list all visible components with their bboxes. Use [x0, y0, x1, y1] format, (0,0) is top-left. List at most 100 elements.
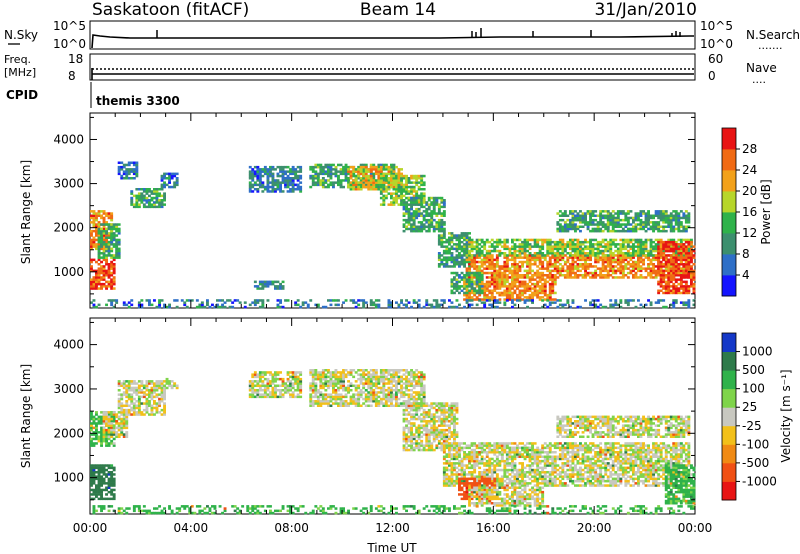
data-cell	[662, 271, 666, 275]
data-cell	[140, 192, 144, 195]
data-cell	[574, 276, 577, 279]
data-cell	[616, 210, 620, 213]
data-cell	[137, 380, 141, 383]
data-cell	[558, 240, 562, 244]
data-cell	[523, 254, 527, 257]
data-cell	[626, 243, 630, 246]
data-cell	[516, 274, 519, 277]
data-cell	[107, 433, 111, 436]
data-cell	[672, 271, 676, 275]
data-cell	[110, 225, 114, 228]
data-cell	[107, 473, 111, 476]
data-cell	[100, 232, 103, 235]
data-cell	[132, 380, 136, 383]
data-cell	[626, 267, 630, 270]
data-cell	[289, 181, 292, 184]
data-cell	[541, 265, 545, 268]
data-cell	[629, 254, 633, 257]
data-cell	[495, 287, 499, 290]
data-cell	[624, 214, 628, 217]
data-cell	[420, 188, 424, 191]
data-cell	[175, 386, 179, 390]
data-cell	[465, 282, 469, 286]
data-cell	[682, 274, 686, 277]
data-cell	[442, 240, 446, 244]
data-cell	[107, 497, 111, 501]
data-cell	[442, 301, 446, 304]
data-cell	[485, 238, 489, 242]
data-cell	[659, 280, 663, 284]
data-cell	[498, 238, 502, 242]
data-cell	[395, 301, 398, 304]
data-cell	[362, 301, 366, 304]
data-cell	[97, 236, 101, 239]
data-cell	[372, 168, 376, 171]
data-cell	[654, 256, 658, 259]
data-cell	[170, 386, 174, 390]
data-cell	[327, 299, 330, 302]
data-cell	[538, 278, 542, 281]
data-cell	[581, 218, 585, 222]
data-cell	[100, 488, 103, 492]
data-cell	[642, 305, 645, 309]
data-cell	[483, 282, 487, 286]
data-cell	[417, 174, 421, 178]
data-cell	[105, 236, 108, 239]
data-cell	[100, 466, 103, 470]
data-cell	[538, 238, 542, 242]
data-cell	[463, 282, 466, 286]
data-cell	[453, 287, 456, 290]
data-cell	[150, 199, 154, 202]
data-cell	[130, 408, 134, 412]
data-cell	[402, 214, 406, 217]
data-cell	[145, 402, 149, 405]
data-cell	[690, 258, 693, 262]
data-cell	[672, 225, 676, 228]
data-cell	[347, 168, 350, 171]
data-cell	[682, 265, 686, 268]
data-cell	[455, 247, 459, 251]
data-cell	[122, 301, 126, 304]
data-cell	[369, 179, 373, 182]
data-cell	[175, 299, 179, 302]
data-cell	[667, 280, 671, 284]
data-cell	[405, 188, 408, 191]
data-cell	[90, 424, 93, 427]
data-cell	[387, 172, 391, 176]
data-cell	[367, 174, 371, 178]
data-cell	[639, 212, 643, 215]
data-cell	[107, 411, 111, 414]
data-cell	[523, 243, 527, 246]
data-cell	[531, 256, 534, 259]
data-cell	[102, 212, 106, 215]
data-cell	[521, 252, 524, 255]
data-cell	[599, 216, 603, 220]
data-cell	[455, 263, 459, 266]
data-cell	[599, 271, 603, 275]
data-cell	[604, 243, 608, 246]
data-cell	[390, 201, 393, 204]
data-cell	[97, 420, 101, 423]
data-cell	[586, 240, 590, 244]
data-cell	[576, 256, 580, 259]
data-cell	[135, 404, 139, 407]
data-cell	[468, 280, 471, 284]
data-cell	[440, 223, 444, 226]
data-cell	[556, 267, 560, 270]
data-cell	[657, 214, 661, 217]
data-cell	[453, 234, 456, 237]
data-cell	[569, 218, 572, 222]
data-cell	[415, 216, 419, 220]
data-cell	[657, 291, 661, 295]
data-cell	[672, 274, 676, 277]
data-cell	[571, 249, 575, 253]
data-cell	[150, 192, 154, 195]
data-cell	[574, 227, 577, 231]
data-cell	[110, 413, 114, 416]
data-cell	[611, 276, 615, 279]
data-cell	[672, 278, 676, 281]
data-cell	[97, 269, 101, 273]
data-cell	[390, 194, 393, 198]
data-cell	[589, 252, 592, 255]
data-cell	[584, 212, 587, 215]
